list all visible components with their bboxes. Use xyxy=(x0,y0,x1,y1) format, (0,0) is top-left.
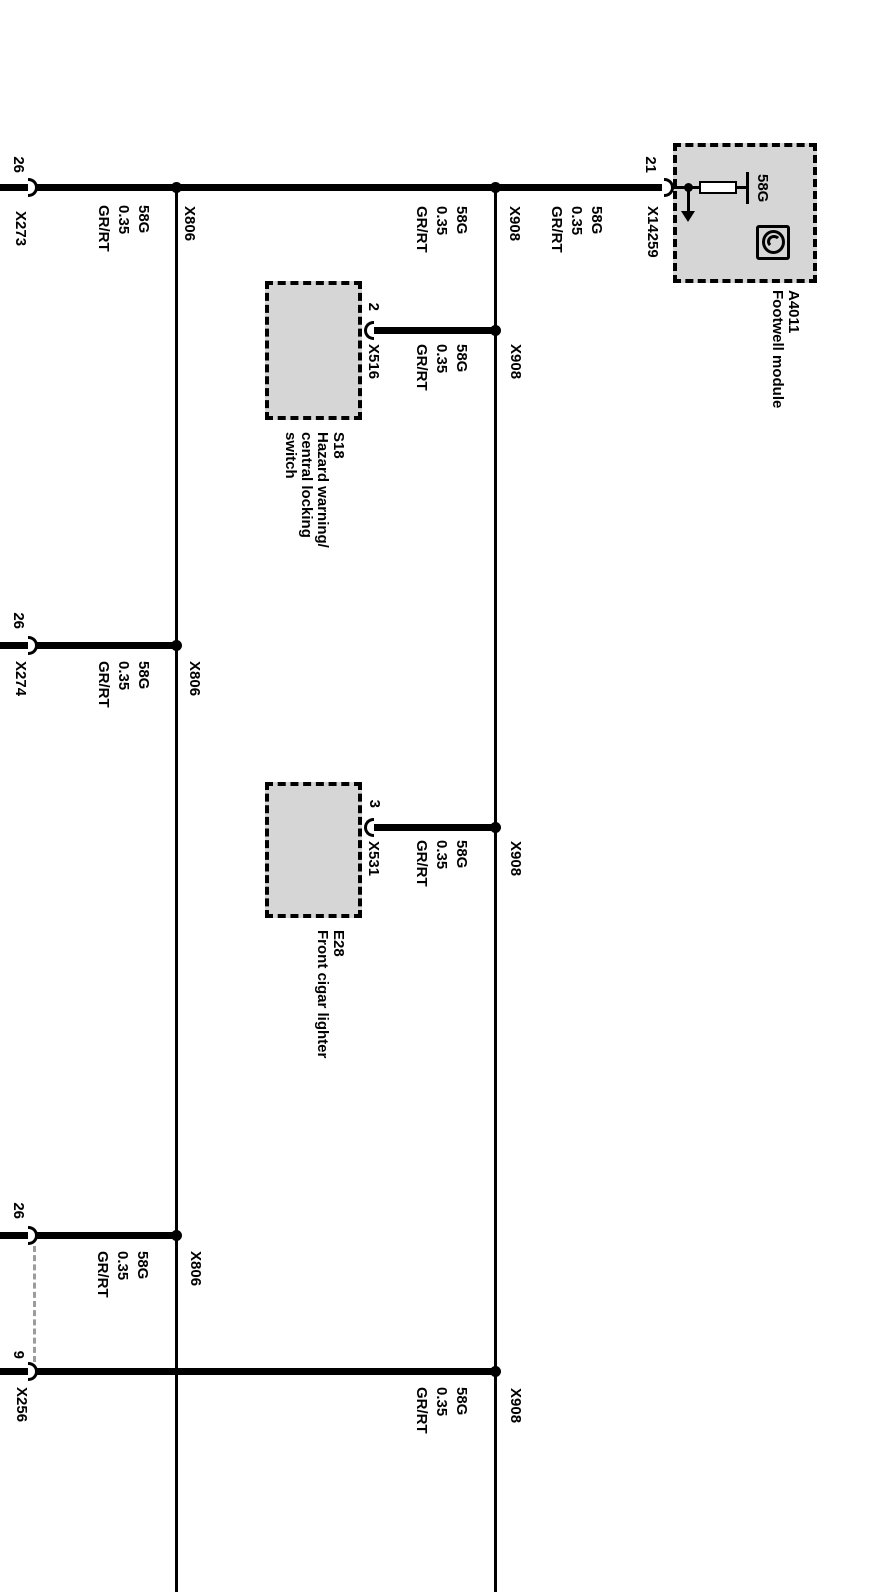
wire-color: GR/RT xyxy=(95,661,112,708)
wire-branch-x256 xyxy=(0,1368,496,1375)
wire-size: 0.35 xyxy=(115,661,132,691)
wire-color: GR/RT xyxy=(94,1251,111,1298)
wire-id: 58G xyxy=(453,840,470,869)
junction-dot-s18-x908 xyxy=(490,325,501,336)
connector-symbol-c26 xyxy=(28,1226,38,1245)
wire-id: 58G xyxy=(135,205,152,234)
connector-label-x516: X516 xyxy=(365,344,382,380)
component-box-e28 xyxy=(265,782,362,918)
wire-id: 58G xyxy=(453,1387,470,1416)
pin-label-x274: 26 xyxy=(10,612,27,629)
wire-size: 0.35 xyxy=(114,1251,131,1281)
wire-branch-c26 xyxy=(0,1232,177,1239)
bus-label-x908-s18: X908 xyxy=(507,344,524,380)
module-icon xyxy=(756,225,790,260)
connector-label-x14259: X14259 xyxy=(644,206,661,258)
wire-id: 58G xyxy=(453,206,470,235)
wire-size: 0.35 xyxy=(433,344,450,374)
bus-label-x908-x256: X908 xyxy=(507,1388,524,1424)
bus-line-x908 xyxy=(494,186,497,1592)
module-name: Footwell module xyxy=(769,290,786,409)
pin-label-x531: 3 xyxy=(366,799,383,808)
wire-label-x908-x806-segment: 58G 0.35 GR/RT xyxy=(411,206,471,253)
wire-size: 0.35 xyxy=(115,205,132,235)
connector-label-x273: X273 xyxy=(12,211,29,247)
wire-label-e28-segment: 58G 0.35 GR/RT xyxy=(411,840,471,887)
module-icon-arc xyxy=(767,235,781,248)
connector-label-x274: X274 xyxy=(12,661,29,697)
bus-label-x806-x274: X806 xyxy=(186,661,203,697)
pin-label-x256: 9 xyxy=(10,1350,27,1359)
connector-label-x256: X256 xyxy=(13,1387,30,1423)
component-box-s18 xyxy=(265,281,362,420)
component-name-s18-line3: switch xyxy=(282,432,299,479)
wire-label-s18-segment: 58G 0.35 GR/RT xyxy=(411,344,471,391)
component-name-s18-line1: Hazard warning/ xyxy=(314,432,331,548)
wire-color: GR/RT xyxy=(548,206,565,253)
bus-label-x806-main: X806 xyxy=(181,206,198,242)
connector-symbol-x531 xyxy=(364,818,374,837)
junction-dot-x256-x908 xyxy=(490,1366,501,1377)
wire-size: 0.35 xyxy=(568,206,585,236)
wire-size: 0.35 xyxy=(433,206,450,236)
module-internal-signal-label: 58G xyxy=(754,174,771,203)
junction-dot-x274-x806 xyxy=(171,640,182,651)
component-title-e28: E28 Front cigar lighter xyxy=(314,930,347,1059)
pin-label-x516: 2 xyxy=(365,302,382,311)
junction-dot-main-x806 xyxy=(171,182,182,193)
wire-color: GR/RT xyxy=(95,205,112,252)
junction-dot-e28-x908 xyxy=(490,822,501,833)
wire-color: GR/RT xyxy=(413,344,430,391)
bus-line-x806 xyxy=(175,186,178,1592)
connector-symbol-x516 xyxy=(364,321,374,340)
module-code: A4011 xyxy=(785,290,802,334)
wire-color: GR/RT xyxy=(413,206,430,253)
module-title: A4011 Footwell module xyxy=(769,290,802,409)
wire-label-x806-x273-segment: 58G 0.35 GR/RT xyxy=(93,205,153,252)
pin-label-x273: 26 xyxy=(10,156,27,173)
wire-main-58g xyxy=(0,184,662,191)
wire-size: 0.35 xyxy=(433,840,450,870)
pin-label-21: 21 xyxy=(642,156,659,173)
wire-label-x256-segment: 58G 0.35 GR/RT xyxy=(411,1387,471,1434)
component-code-e28: E28 xyxy=(330,930,347,957)
wire-id: 58G xyxy=(453,344,470,373)
pin-label-c26: 26 xyxy=(10,1202,27,1219)
component-name-e28-line1: Front cigar lighter xyxy=(314,930,331,1059)
wire-branch-e28 xyxy=(372,824,496,831)
connector-label-x531: X531 xyxy=(365,841,382,877)
bus-label-x806-c26: X806 xyxy=(187,1251,204,1287)
wire-id: 58G xyxy=(588,206,605,235)
component-code-s18: S18 xyxy=(330,432,347,459)
wire-branch-s18 xyxy=(372,327,496,334)
fuse-symbol xyxy=(699,181,737,194)
connector-symbol-x256 xyxy=(28,1362,38,1381)
wire-label-x274-segment: 58G 0.35 GR/RT xyxy=(93,661,153,708)
connector-bridge-dashed-line xyxy=(33,1246,36,1362)
wire-id: 58G xyxy=(134,1251,151,1280)
connector-symbol-x273 xyxy=(28,178,38,197)
wire-label-c26-segment: 58G 0.35 GR/RT xyxy=(92,1251,152,1298)
component-name-s18-line2: central locking xyxy=(298,432,315,538)
wire-color: GR/RT xyxy=(413,1387,430,1434)
bus-label-x908-main: X908 xyxy=(506,206,523,242)
wire-color: GR/RT xyxy=(413,840,430,887)
connector-symbol-x274 xyxy=(28,636,38,655)
continuation-arrow-icon xyxy=(681,211,695,222)
wire-label-module-segment: 58G 0.35 GR/RT xyxy=(546,206,606,253)
module-internal-tbar xyxy=(746,172,749,204)
junction-dot-c26-x806 xyxy=(171,1230,182,1241)
wire-size: 0.35 xyxy=(433,1387,450,1417)
wire-branch-x274 xyxy=(0,642,177,649)
component-title-s18: S18 Hazard warning/ central locking swit… xyxy=(282,432,347,548)
bus-label-x908-e28: X908 xyxy=(507,841,524,877)
junction-dot-main-x908 xyxy=(490,182,501,193)
wire-id: 58G xyxy=(135,661,152,690)
module-branch-line xyxy=(687,189,690,212)
